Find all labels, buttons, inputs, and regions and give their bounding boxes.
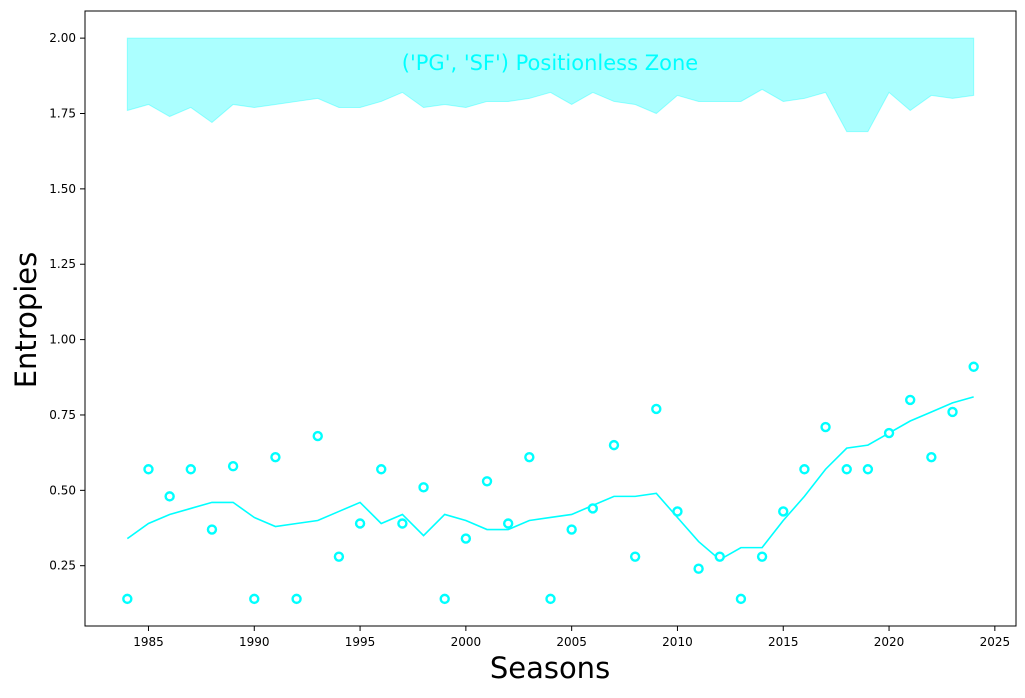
points-layer xyxy=(122,361,979,605)
data-point xyxy=(354,518,366,529)
x-tick-label: 2020 xyxy=(874,635,905,649)
trend-line xyxy=(126,396,974,561)
y-axis: 0.25 0.50 0.75 1.00 1.25 1.50 1.75 2.00 xyxy=(49,31,85,573)
data-point xyxy=(502,518,514,529)
data-point xyxy=(947,406,958,418)
data-point xyxy=(629,551,641,562)
data-point xyxy=(270,451,281,463)
x-tick-label: 1995 xyxy=(345,635,376,649)
x-tick-label: 2000 xyxy=(451,635,482,649)
data-point xyxy=(545,593,556,605)
data-point xyxy=(227,461,239,472)
data-point xyxy=(735,593,747,605)
data-point xyxy=(799,464,810,475)
data-point xyxy=(820,421,831,433)
y-axis-title: Entropies xyxy=(9,252,43,389)
data-point xyxy=(376,464,387,475)
data-point xyxy=(587,503,599,514)
trend-line-layer xyxy=(126,396,974,561)
data-point xyxy=(185,464,197,475)
x-tick-label: 1990 xyxy=(239,635,270,649)
x-tick-label: 1985 xyxy=(133,635,164,649)
data-point xyxy=(672,506,683,517)
data-point xyxy=(460,533,472,544)
data-point xyxy=(608,439,620,451)
zone-label: ('PG', 'SF') Positionless Zone xyxy=(402,51,698,75)
data-point xyxy=(397,518,408,529)
data-point xyxy=(206,524,218,535)
data-point xyxy=(418,482,429,493)
x-tick-label: 2025 xyxy=(980,635,1011,649)
plot-frame xyxy=(84,10,1017,627)
y-tick-label: 1.25 xyxy=(49,257,76,271)
data-point xyxy=(778,506,789,517)
data-point xyxy=(862,464,874,475)
y-tick-label: 1.50 xyxy=(49,182,76,196)
y-tick-label: 1.00 xyxy=(49,333,76,347)
data-point xyxy=(566,524,577,535)
x-axis: 1985 1990 1995 2000 2005 2010 2015 2020 2025 xyxy=(133,626,1010,649)
data-point xyxy=(968,361,979,372)
data-point xyxy=(312,430,323,442)
x-tick-label: 2015 xyxy=(768,635,799,649)
data-point xyxy=(143,464,154,475)
zone-layer xyxy=(126,37,975,133)
data-point xyxy=(756,551,768,562)
data-point xyxy=(481,476,493,487)
x-tick-label: 2005 xyxy=(556,635,587,649)
y-tick-label: 1.75 xyxy=(49,107,76,121)
y-tick-label: 0.50 xyxy=(49,483,76,497)
data-point xyxy=(883,427,895,439)
data-point xyxy=(693,563,704,574)
y-tick-label: 0.75 xyxy=(49,408,76,422)
x-tick-label: 2010 xyxy=(662,635,693,649)
data-point xyxy=(439,593,450,605)
data-point xyxy=(524,451,535,463)
positionless-zone-band xyxy=(126,37,975,133)
data-point xyxy=(841,464,852,475)
y-tick-label: 2.00 xyxy=(49,31,76,45)
data-point xyxy=(714,551,725,562)
data-point xyxy=(905,394,916,406)
data-point xyxy=(291,593,302,605)
data-point xyxy=(249,593,260,605)
data-point xyxy=(333,551,345,562)
data-point xyxy=(164,491,175,502)
data-point xyxy=(651,403,662,415)
y-tick-label: 0.25 xyxy=(49,559,76,573)
x-axis-title: Seasons xyxy=(490,651,610,685)
data-point xyxy=(122,593,133,605)
data-point xyxy=(926,451,937,463)
